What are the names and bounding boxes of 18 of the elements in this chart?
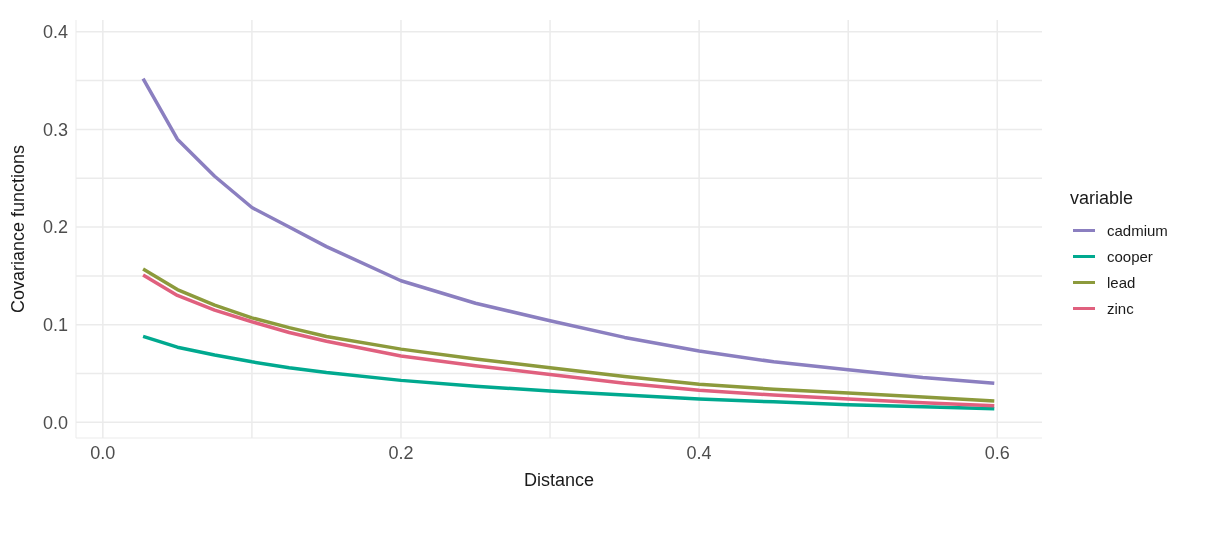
x-tick-label: 0.6: [984, 442, 1010, 463]
legend-label: cooper: [1106, 246, 1154, 267]
x-tick-label: 0.0: [90, 442, 116, 463]
y-tick-label: 0.1: [42, 315, 68, 336]
y-tick-label: 0.2: [42, 217, 68, 238]
legend-title: variable: [1070, 188, 1135, 209]
legend-label: lead: [1106, 272, 1137, 293]
line-series: [141, 76, 997, 386]
x-tick-label: 0.2: [388, 442, 414, 463]
y-tick-label: 0.4: [42, 22, 68, 43]
y-axis-title: Covariance functions: [8, 144, 29, 314]
x-axis-title: Distance: [523, 470, 595, 490]
x-tick-label: 0.4: [686, 442, 712, 463]
y-tick-label: 0.0: [42, 412, 68, 433]
line-series: [141, 334, 997, 411]
legend-label: cadmium: [1106, 220, 1168, 241]
y-tick-label: 0.3: [42, 119, 68, 140]
legend-label: zinc: [1106, 298, 1135, 319]
